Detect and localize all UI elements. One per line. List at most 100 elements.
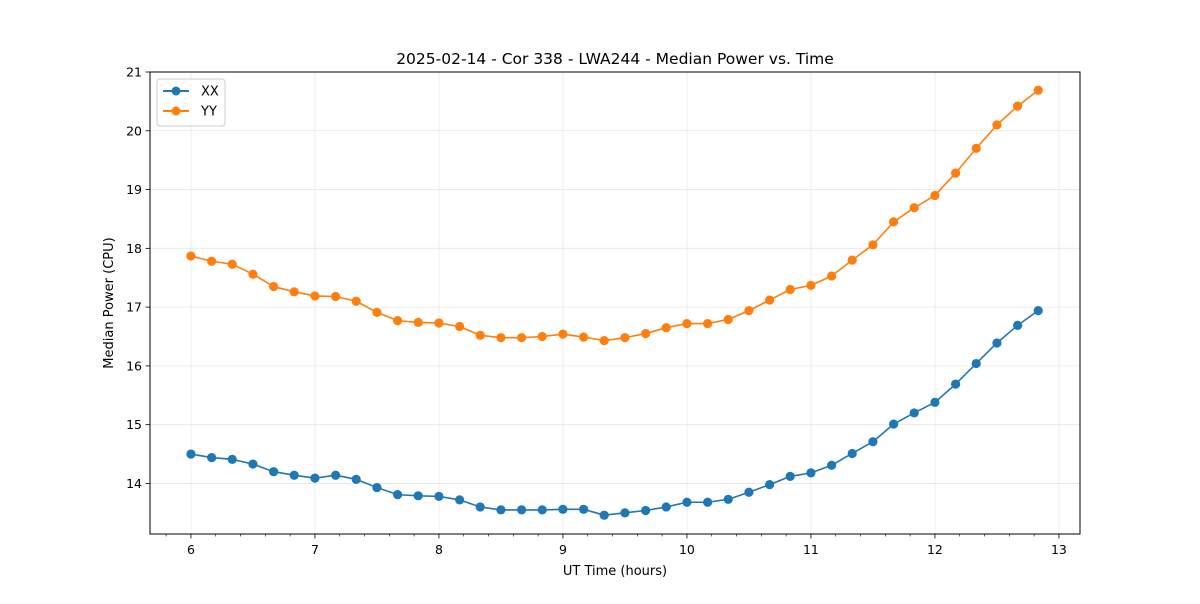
x-tick-label: 12 [927,542,943,557]
data-point-xx [537,505,547,515]
legend-label-xx: XX [201,85,219,100]
data-point-xx [496,505,506,515]
data-point-yy [847,255,857,265]
y-tick-label: 17 [126,300,142,315]
data-point-yy [992,120,1002,130]
data-point-xx [186,449,196,459]
data-point-yy [806,280,816,290]
y-tick-label: 21 [126,65,142,80]
data-point-yy [475,330,485,340]
chart-title: 2025-02-14 - Cor 338 - LWA244 - Median P… [396,50,834,68]
y-tick-label: 18 [126,241,142,256]
data-point-yy [661,323,671,333]
data-point-xx [310,473,320,483]
data-point-xx [413,491,423,501]
plot-frame [149,71,1081,535]
y-tick-label: 20 [126,123,142,138]
data-point-xx [744,487,754,497]
data-point-xx [248,459,258,469]
data-point-xx [703,497,713,507]
data-point-xx [806,468,816,478]
x-tick-label: 13 [1051,542,1067,557]
data-point-xx [393,490,403,500]
series-xx [186,306,1043,520]
data-point-xx [372,482,382,493]
data-point-xx [951,379,961,389]
data-point-yy [413,317,423,327]
data-point-yy [207,256,217,266]
x-tick-label: 11 [803,542,819,557]
series-yy [186,85,1043,346]
data-point-xx [1013,320,1023,330]
x-axis-label: UT Time (hours) [563,564,667,579]
data-point-xx [227,454,237,464]
data-point-xx [558,504,568,514]
legend-label-yy: YY [200,105,217,120]
data-point-yy [434,318,444,328]
data-point-yy [971,143,981,154]
data-point-xx [620,508,630,518]
data-point-yy [455,321,465,332]
data-point-xx [827,460,837,470]
data-point-xx [765,480,775,490]
data-point-xx [579,504,589,514]
legend-marker-yy [171,106,181,116]
data-point-yy [496,333,506,343]
data-point-xx [269,467,279,477]
y-tick-label: 14 [126,476,142,491]
data-point-yy [723,314,733,325]
x-tick-label: 10 [679,542,695,557]
y-tick-label: 15 [126,417,142,432]
x-tick-label: 9 [559,542,567,557]
data-point-xx [661,502,671,512]
y-axis-label: Median Power (CPU) [102,237,117,368]
data-point-yy [351,296,361,306]
data-point-yy [599,336,609,346]
data-point-yy [310,291,320,301]
data-point-yy [868,240,878,250]
data-point-yy [909,203,919,213]
data-point-yy [930,190,940,201]
data-point-yy [227,259,237,269]
data-point-xx [971,358,981,369]
data-point-xx [475,502,485,512]
data-point-xx [1033,306,1043,316]
data-point-yy [703,318,713,329]
data-point-yy [331,291,341,302]
data-point-xx [992,338,1002,348]
data-point-xx [889,419,899,429]
data-point-yy [537,331,547,342]
data-point-xx [930,397,940,407]
data-point-yy [1033,85,1043,95]
data-point-yy [951,168,961,178]
data-point-yy [393,316,403,326]
data-point-xx [847,448,857,459]
data-point-xx [351,474,361,484]
data-point-xx [682,497,692,507]
x-tick-label: 7 [311,542,319,557]
series-layer [186,85,1043,520]
data-point-yy [744,306,754,316]
data-point-yy [517,333,527,343]
data-point-xx [641,505,651,516]
x-tick-label: 6 [187,542,195,557]
y-tick-label: 19 [126,182,142,197]
data-point-xx [434,491,444,501]
data-point-yy [1013,101,1023,111]
grid-layer [150,71,1080,534]
data-point-yy [641,328,651,339]
data-point-yy [889,217,899,227]
data-point-yy [827,271,837,281]
data-point-xx [785,471,795,481]
data-point-xx [599,510,609,520]
data-point-xx [909,408,919,418]
data-point-yy [620,333,630,343]
data-point-yy [248,269,258,279]
y-tick-label: 16 [126,358,142,373]
data-point-yy [372,307,382,317]
data-point-yy [579,332,589,342]
legend: XX YY [156,78,226,127]
data-point-xx [331,470,341,480]
data-point-xx [289,470,299,480]
